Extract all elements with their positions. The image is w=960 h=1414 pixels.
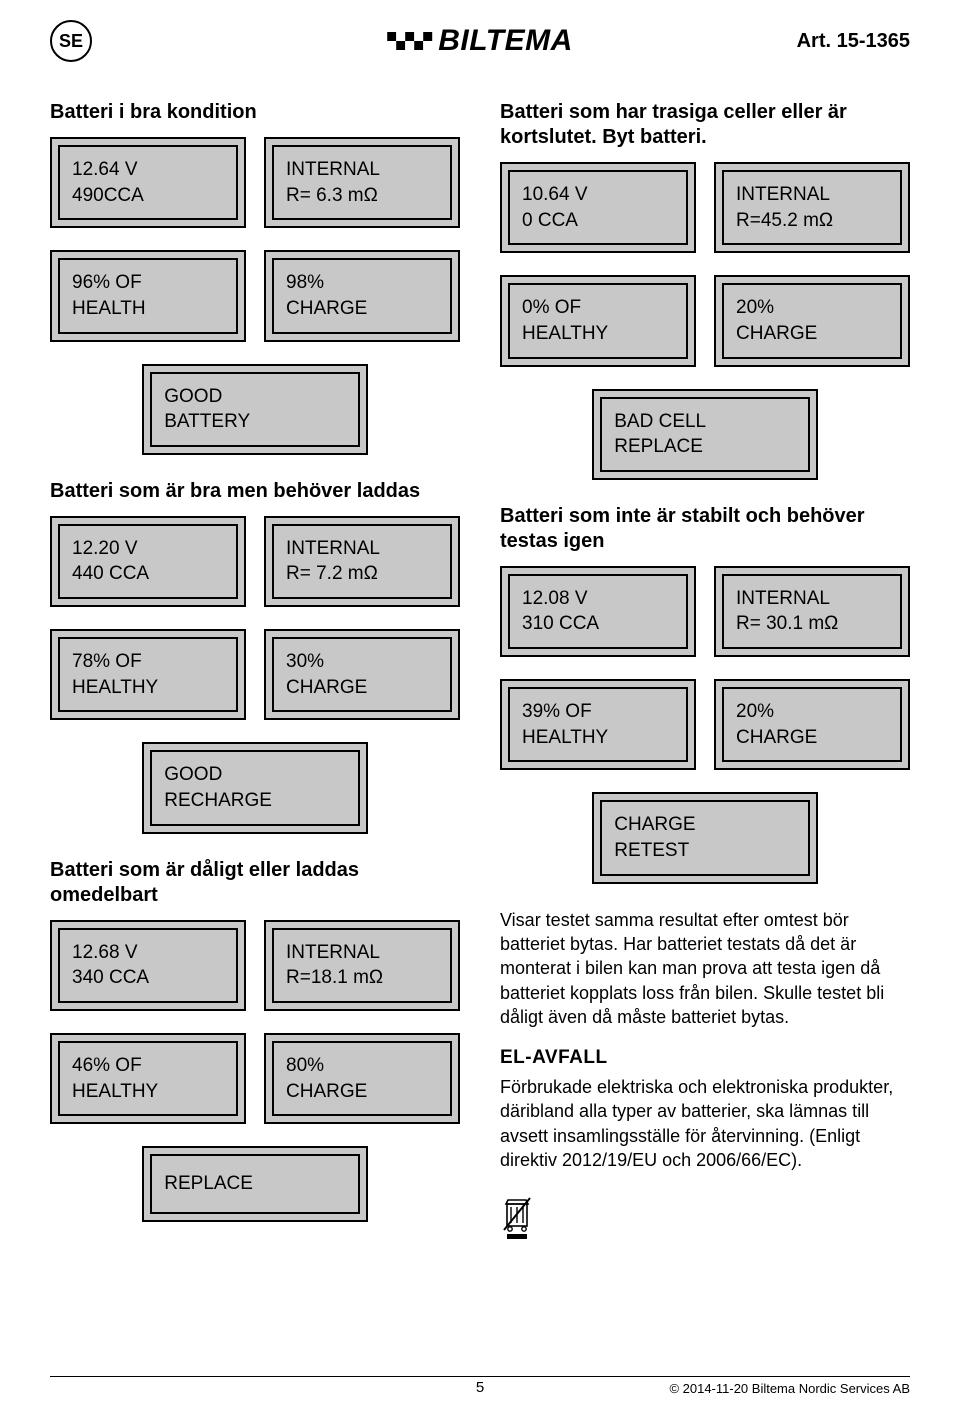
section-title: Batteri som inte är stabilt och behöver …: [500, 504, 910, 554]
lcd-line: RETEST: [614, 838, 796, 864]
lcd-charge: 20%CHARGE: [714, 679, 910, 770]
lcd-line: HEALTHY: [72, 1079, 224, 1105]
lcd-verdict: BAD CELLREPLACE: [592, 389, 818, 480]
advice-paragraph: Visar testet samma resultat efter omtest…: [500, 908, 910, 1029]
lcd-voltage-cca: 12.08 V310 CCA: [500, 566, 696, 657]
lcd-internal-r: INTERNALR=18.1 mΩ: [264, 920, 460, 1011]
lcd-line: CHARGE: [286, 1079, 438, 1105]
lcd-line: CHARGE: [614, 812, 796, 838]
lcd-verdict: CHARGERETEST: [592, 792, 818, 883]
section-title: Batteri som är dåligt eller laddas omede…: [50, 858, 460, 908]
lcd-voltage-cca: 12.20 V440 CCA: [50, 516, 246, 607]
lcd-line: 39% OF: [522, 699, 674, 725]
lcd-line: 46% OF: [72, 1053, 224, 1079]
logo-text: BILTEMA: [438, 24, 573, 58]
lcd-line: INTERNAL: [286, 536, 438, 562]
page-number: 5: [476, 1379, 484, 1396]
lcd-line: 12.20 V: [72, 536, 224, 562]
lcd-health: 46% OFHEALTHY: [50, 1033, 246, 1124]
lcd-line: 12.08 V: [522, 586, 674, 612]
lcd-line: GOOD: [164, 384, 346, 410]
lcd-charge: 98%CHARGE: [264, 250, 460, 341]
lcd-line: CHARGE: [286, 675, 438, 701]
section-title: Batteri som har trasiga celler eller är …: [500, 100, 910, 150]
lcd-line: HEALTHY: [522, 321, 674, 347]
lcd-line: R= 7.2 mΩ: [286, 561, 438, 587]
lcd-internal-r: INTERNALR= 6.3 mΩ: [264, 137, 460, 228]
lcd-line: 80%: [286, 1053, 438, 1079]
lcd-line: 310 CCA: [522, 611, 674, 637]
weee-icon: [500, 1196, 534, 1240]
lcd-line: 30%: [286, 649, 438, 675]
lcd-line: R=45.2 mΩ: [736, 208, 888, 234]
lcd-line: 20%: [736, 295, 888, 321]
lang-badge: SE: [50, 20, 92, 62]
lcd-line: R= 6.3 mΩ: [286, 183, 438, 209]
lcd-line: R=18.1 mΩ: [286, 965, 438, 991]
page-footer: 5 © 2014-11-20 Biltema Nordic Services A…: [50, 1376, 910, 1396]
lcd-health: 96% OFHEALTH: [50, 250, 246, 341]
lcd-line: INTERNAL: [286, 940, 438, 966]
lcd-line: CHARGE: [736, 321, 888, 347]
lcd-charge: 20%CHARGE: [714, 275, 910, 366]
lcd-line: REPLACE: [164, 1171, 346, 1197]
lcd-line: REPLACE: [614, 434, 796, 460]
lcd-charge: 80%CHARGE: [264, 1033, 460, 1124]
lcd-line: GOOD: [164, 762, 346, 788]
lcd-internal-r: INTERNALR= 7.2 mΩ: [264, 516, 460, 607]
lcd-verdict: GOODRECHARGE: [142, 742, 368, 833]
lcd-line: 0 CCA: [522, 208, 674, 234]
lcd-line: HEALTH: [72, 296, 224, 322]
lcd-line: 98%: [286, 270, 438, 296]
brand-logo: BILTEMA: [387, 24, 573, 58]
lcd-line: R= 30.1 mΩ: [736, 611, 888, 637]
lcd-verdict: REPLACE: [142, 1146, 368, 1222]
lcd-line: 20%: [736, 699, 888, 725]
waste-text: Förbrukade elektriska och elektroniska p…: [500, 1075, 910, 1172]
lcd-line: CHARGE: [736, 725, 888, 751]
lcd-line: 0% OF: [522, 295, 674, 321]
lcd-internal-r: INTERNALR= 30.1 mΩ: [714, 566, 910, 657]
header-bar: SE BILTEMA Art. 15-1365: [50, 20, 910, 62]
left-column: Batteri i bra kondition 12.64 V490CCA IN…: [50, 90, 460, 1246]
article-number: Art. 15-1365: [797, 30, 910, 53]
lcd-line: HEALTHY: [522, 725, 674, 751]
lcd-line: BAD CELL: [614, 409, 796, 435]
lcd-line: 78% OF: [72, 649, 224, 675]
copyright: © 2014-11-20 Biltema Nordic Services AB: [669, 1381, 910, 1396]
lcd-line: HEALTHY: [72, 675, 224, 701]
lcd-line: INTERNAL: [286, 157, 438, 183]
lcd-line: BATTERY: [164, 409, 346, 435]
lcd-voltage-cca: 10.64 V0 CCA: [500, 162, 696, 253]
lcd-line: RECHARGE: [164, 788, 346, 814]
lcd-line: INTERNAL: [736, 182, 888, 208]
lcd-line: 490CCA: [72, 183, 224, 209]
lcd-line: CHARGE: [286, 296, 438, 322]
lcd-line: 12.68 V: [72, 940, 224, 966]
lcd-line: 340 CCA: [72, 965, 224, 991]
lcd-line: INTERNAL: [736, 586, 888, 612]
checker-icon: [387, 32, 432, 50]
lcd-line: 12.64 V: [72, 157, 224, 183]
section-title: Batteri som är bra men behöver laddas: [50, 479, 460, 504]
lcd-line: 10.64 V: [522, 182, 674, 208]
lcd-health: 39% OFHEALTHY: [500, 679, 696, 770]
section-title: Batteri i bra kondition: [50, 100, 460, 125]
lcd-line: 96% OF: [72, 270, 224, 296]
lcd-internal-r: INTERNALR=45.2 mΩ: [714, 162, 910, 253]
lcd-line: 440 CCA: [72, 561, 224, 587]
lcd-verdict: GOODBATTERY: [142, 364, 368, 455]
lcd-voltage-cca: 12.64 V490CCA: [50, 137, 246, 228]
lcd-health: 0% OFHEALTHY: [500, 275, 696, 366]
right-column: Batteri som har trasiga celler eller är …: [500, 90, 910, 1246]
lcd-voltage-cca: 12.68 V340 CCA: [50, 920, 246, 1011]
waste-heading: EL-AVFALL: [500, 1047, 910, 1069]
lcd-health: 78% OFHEALTHY: [50, 629, 246, 720]
lcd-charge: 30%CHARGE: [264, 629, 460, 720]
